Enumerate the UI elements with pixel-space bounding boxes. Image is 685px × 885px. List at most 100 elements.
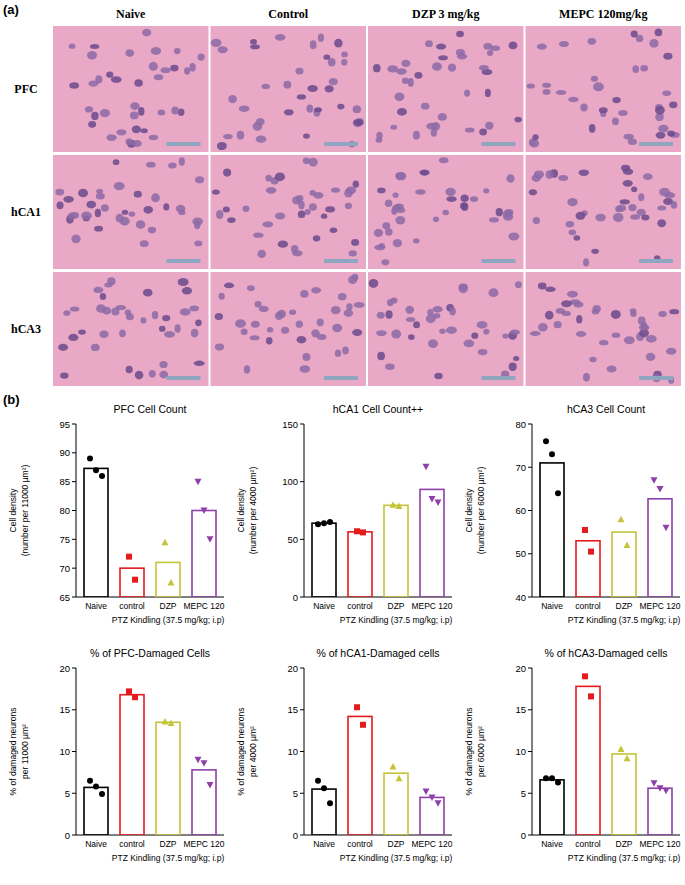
cell (63, 310, 70, 316)
cell (151, 193, 160, 202)
cell (215, 344, 224, 351)
micrograph (211, 272, 367, 386)
cell (130, 102, 139, 110)
cell (303, 157, 310, 164)
cell (300, 290, 308, 298)
cell (377, 352, 385, 361)
cell (556, 90, 567, 95)
cell (223, 206, 230, 212)
y-tick-label: 85 (59, 476, 70, 487)
point (195, 757, 202, 764)
x-tick-label: Naive (85, 839, 107, 849)
y-tick (300, 668, 304, 669)
micrograph (53, 26, 209, 152)
cell (217, 142, 227, 150)
cell (638, 193, 644, 201)
cell (275, 34, 286, 41)
cell (599, 107, 608, 113)
bar (612, 532, 636, 597)
micrograph (526, 155, 682, 269)
y-tick-label: 70 (515, 462, 526, 473)
micrograph (53, 155, 209, 269)
cell (325, 206, 335, 212)
cell (184, 67, 190, 74)
y-axis-label: % of damaged neurons (464, 708, 474, 796)
cell (612, 333, 621, 338)
cell (217, 46, 227, 53)
tissue (526, 272, 682, 386)
cell (69, 43, 76, 48)
cell (353, 119, 363, 127)
x-tick-label: DZP (616, 601, 633, 611)
tissue (211, 155, 367, 269)
y-tick (528, 709, 532, 710)
y-tick-label: 50 (287, 534, 298, 545)
cell (580, 104, 587, 112)
point (87, 456, 93, 462)
cell (224, 283, 234, 289)
cell (427, 309, 433, 316)
cell (296, 195, 304, 202)
cell (159, 326, 166, 332)
y-axis-label: Cell density (8, 488, 18, 533)
cell (646, 353, 656, 361)
point (624, 542, 631, 549)
cell (78, 329, 86, 334)
column-header: MEPC 120mg/kg (559, 7, 647, 21)
cell (628, 204, 636, 211)
cell (119, 329, 126, 337)
y-tick-label: 60 (515, 505, 526, 516)
cell (101, 204, 109, 211)
x-tick-label: Naive (313, 839, 335, 849)
cell (376, 330, 387, 336)
cell (463, 340, 474, 348)
y-tick-label: 65 (59, 592, 70, 603)
cell (143, 289, 153, 297)
cell (446, 326, 457, 333)
point (99, 473, 105, 479)
tissue (53, 155, 209, 269)
y-tick-label: 5 (65, 788, 70, 799)
cell (488, 288, 498, 297)
cell (60, 372, 68, 378)
cell (227, 217, 236, 223)
cell (266, 187, 277, 194)
y-tick (72, 568, 76, 569)
y-tick-label: 90 (59, 447, 70, 458)
cell (656, 132, 666, 139)
cell (630, 308, 637, 313)
cell (281, 327, 289, 334)
x-tick-label: MEPC 120 (639, 839, 680, 849)
scale-bar (324, 376, 358, 380)
cell (151, 47, 161, 55)
cell (352, 329, 362, 336)
cell (212, 189, 220, 194)
y-tick (528, 597, 532, 598)
cell (465, 127, 475, 132)
cell (235, 319, 246, 328)
cell (178, 109, 185, 116)
cell (438, 55, 448, 60)
cell (567, 198, 577, 206)
point (207, 782, 214, 789)
chart: % of hCA1-Damaged cells% of damaged neur… (236, 647, 453, 863)
x-tick-label: MEPC 120 (183, 839, 224, 849)
point (207, 536, 214, 543)
cell (68, 334, 78, 341)
cell (479, 65, 489, 70)
point (168, 720, 175, 727)
cell (496, 208, 503, 216)
cell (408, 334, 415, 340)
cell (658, 311, 667, 317)
y-axis-label: per 11000 µm² (20, 724, 30, 779)
cell (130, 111, 139, 119)
cell (134, 191, 142, 198)
chart-title: % of PFC-Damaged Cells (90, 647, 210, 659)
scale-bar (639, 259, 673, 263)
cell (164, 331, 175, 338)
cell (538, 283, 547, 290)
cell (530, 331, 541, 336)
point (651, 780, 658, 787)
y-tick-label: 15 (59, 704, 70, 715)
cell (106, 71, 113, 77)
